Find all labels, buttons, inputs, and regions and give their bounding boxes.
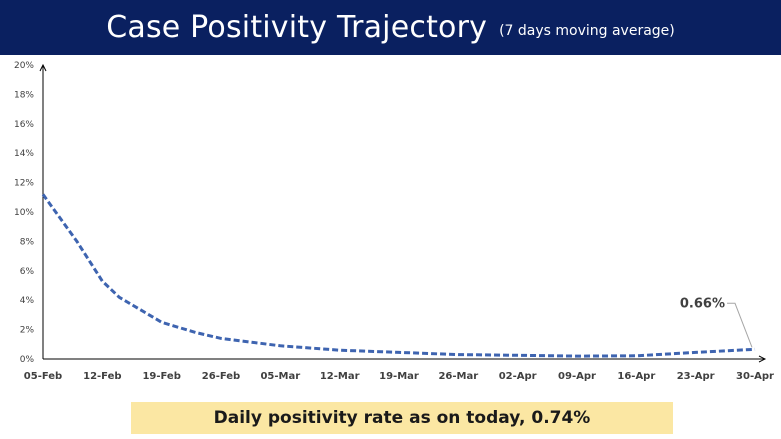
y-tick-label: 18% [14, 90, 34, 100]
y-tick-label: 6% [20, 267, 35, 277]
x-tick-label: 02-Apr [499, 371, 537, 382]
y-tick-label: 20% [14, 61, 34, 71]
positivity-series-line [41, 193, 756, 358]
x-tick-label: 26-Mar [438, 371, 478, 382]
chart-title: Case Positivity Trajectory [106, 10, 488, 45]
y-tick-label: 4% [20, 296, 35, 306]
x-tick-label: 23-Apr [677, 371, 715, 382]
x-tick-label: 05-Mar [260, 371, 300, 382]
y-tick-label: 2% [20, 326, 35, 336]
y-tick-label: 0% [20, 355, 35, 365]
x-tick-label: 30-Apr [736, 371, 774, 382]
x-tick-label: 19-Mar [379, 371, 419, 382]
banner-text: Daily positivity rate as on today, 0.74% [213, 408, 591, 428]
x-tick-label: 05-Feb [24, 371, 62, 382]
daily-positivity-banner: Daily positivity rate as on today, 0.74% [131, 402, 673, 434]
x-axis-arrow [758, 355, 767, 363]
x-tick-label: 12-Feb [83, 371, 121, 382]
x-tick-label: 12-Mar [320, 371, 360, 382]
y-tick-label: 12% [14, 179, 34, 189]
chart-subtitle: (7 days moving average) [499, 22, 675, 39]
y-tick-label: 10% [14, 208, 34, 218]
x-tick-label: 26-Feb [202, 371, 240, 382]
x-tick-label: 09-Apr [558, 371, 596, 382]
positivity-line-chart: 0% 2% 4% 6% 8% 10% 12% 14% 16% 18% 20% 05-Feb 12-Feb… [14, 61, 774, 382]
y-tick-label: 14% [14, 149, 34, 159]
x-tick-label: 19-Feb [142, 371, 180, 382]
x-tick-label: 16-Apr [617, 371, 655, 382]
callout-label: 0.66% [680, 296, 725, 311]
y-axis-arrow [39, 63, 47, 72]
y-tick-label: 8% [20, 237, 35, 247]
y-tick-label: 16% [14, 120, 34, 130]
title-bar: Case Positivity Trajectory (7 days movin… [0, 0, 781, 55]
callout-leader-line [727, 302, 753, 348]
